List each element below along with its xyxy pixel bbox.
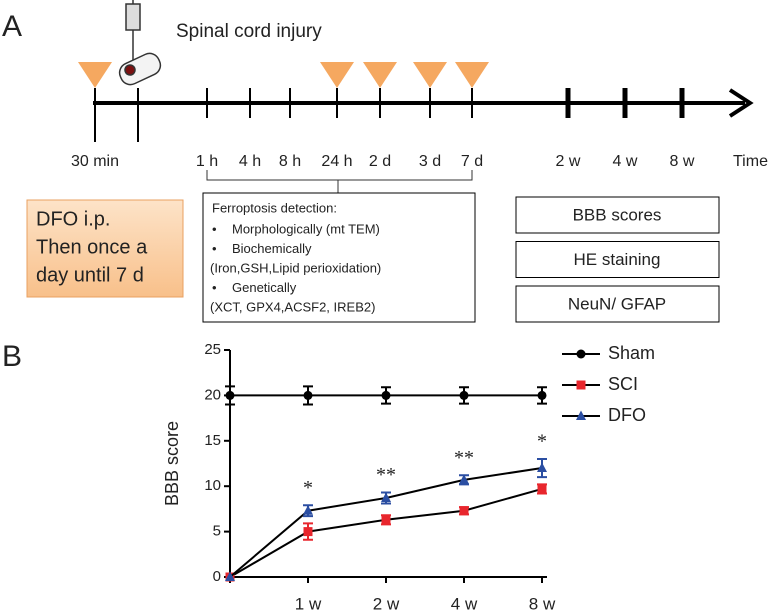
x-tick-label: 2 w — [373, 594, 400, 613]
treatment-box — [26, 199, 184, 298]
x-tick-label: 4 w — [451, 594, 478, 613]
timeline — [93, 88, 754, 142]
assessment-box — [515, 196, 720, 234]
dose-marker — [363, 62, 397, 88]
legend-label: SCI — [608, 374, 638, 394]
timeline-label: 2 d — [369, 153, 391, 170]
dose-marker — [320, 62, 354, 88]
timeline-label: 3 d — [419, 153, 441, 170]
y-tick-label: 10 — [204, 477, 221, 494]
assessment-text: BBB scores — [573, 205, 662, 224]
panel-label: A — [2, 10, 22, 43]
legend-label: Sham — [608, 343, 655, 363]
marker — [303, 527, 313, 537]
treatment-text: DFO i.p. — [36, 208, 110, 230]
x-tick-label: 1 w — [295, 594, 322, 613]
y-axis-label: BBB score — [162, 421, 182, 506]
legend-label: DFO — [608, 405, 646, 425]
bullet: • — [212, 241, 217, 256]
marker — [381, 492, 391, 503]
timeline-label: 30 min — [71, 153, 119, 170]
marker — [303, 390, 313, 400]
dose-marker — [78, 62, 112, 88]
legend-marker — [576, 410, 586, 420]
y-tick-label: 5 — [213, 523, 221, 540]
y-tick-label: 0 — [213, 568, 221, 585]
treatment-text: day until 7 d — [36, 264, 144, 286]
timeline-label: 7 d — [461, 153, 483, 170]
timeline-axis-label: Time — [733, 153, 768, 170]
legend-marker — [576, 349, 586, 359]
marker — [225, 390, 235, 400]
bullet: • — [212, 221, 217, 236]
detection-text: Genetically — [232, 280, 297, 295]
marker — [537, 462, 547, 473]
marker — [303, 505, 313, 515]
detection-box — [202, 192, 476, 323]
y-tick-label: 25 — [204, 341, 221, 358]
dose-marker — [455, 62, 489, 88]
detection-title: Ferroptosis detection: — [212, 200, 337, 215]
detection-text: (XCT, GPX4,ACSF2, IREB2) — [210, 299, 375, 314]
timeline-label: 4 w — [613, 153, 638, 170]
timeline-label: 24 h — [321, 153, 352, 170]
injury-icon — [118, 0, 162, 118]
marker — [537, 390, 547, 400]
timeline-label: 8 w — [670, 153, 695, 170]
marker — [225, 571, 235, 581]
bracket — [206, 170, 473, 194]
assessment-box — [515, 285, 720, 323]
significance: ** — [454, 447, 474, 469]
detection-text: Biochemically — [232, 241, 312, 256]
assessment-text: NeuN/ GFAP — [568, 294, 666, 313]
legend-marker — [576, 380, 586, 390]
timeline-label: 2 w — [556, 153, 581, 170]
event-label: Spinal cord injury — [176, 21, 322, 42]
timeline-arrow — [728, 88, 754, 118]
detection-text: Morphologically (mt TEM) — [232, 221, 380, 236]
significance: ** — [376, 464, 396, 486]
marker — [381, 515, 391, 525]
significance: * — [537, 431, 547, 453]
timeline-label: 4 h — [239, 153, 261, 170]
timeline-label: 8 h — [279, 153, 301, 170]
marker — [459, 474, 469, 484]
marker — [459, 506, 469, 516]
treatment-text: Then once a — [36, 236, 148, 258]
x-tick-label: 8 w — [529, 594, 556, 613]
assessment-box — [515, 241, 720, 278]
dose-marker — [413, 62, 447, 88]
detection-text: (Iron,GSH,Lipid perioxidation) — [210, 260, 381, 275]
significance: * — [303, 477, 313, 499]
y-tick-label: 15 — [204, 432, 221, 449]
panel-label: B — [2, 340, 22, 373]
marker — [459, 390, 469, 400]
timeline-label: 1 h — [196, 153, 218, 170]
y-tick-label: 20 — [204, 386, 221, 403]
marker — [381, 390, 391, 400]
marker — [537, 484, 547, 494]
bullet: • — [212, 280, 217, 295]
assessment-text: HE staining — [574, 250, 661, 269]
